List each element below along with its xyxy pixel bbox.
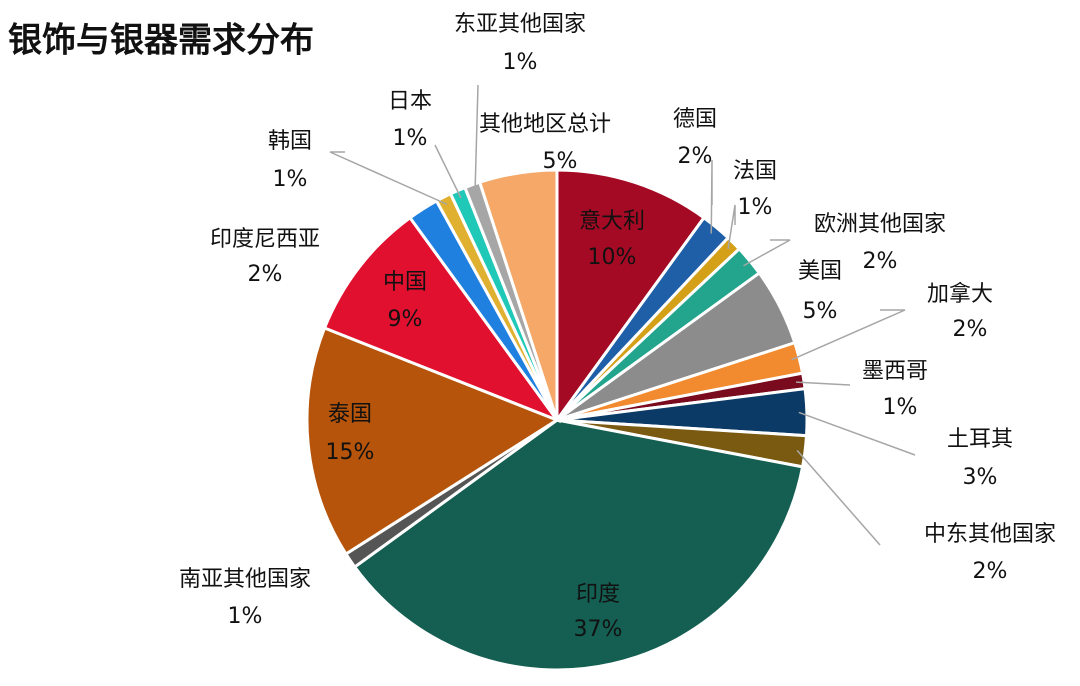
slice-label: 东亚其他国家 [454, 12, 586, 37]
value-label: 1% [503, 50, 538, 75]
value-label: 1% [738, 195, 773, 220]
value-label: 5% [543, 149, 578, 174]
value-label: 2% [248, 262, 283, 287]
slice-label: 韩国 [268, 129, 312, 154]
leader-line [727, 204, 736, 249]
leader-line [796, 449, 881, 546]
value-label: 1% [393, 126, 428, 151]
leader-line [474, 84, 479, 193]
leader-line [434, 144, 462, 199]
slice-label: 印度 [576, 582, 620, 607]
slice-label: 墨西哥 [862, 359, 928, 384]
slice-label: 德国 [673, 107, 717, 132]
chart-title: 银饰与银器需求分布 [8, 21, 314, 61]
value-label: 3% [963, 465, 998, 490]
leader-line [791, 309, 906, 361]
pie-slice [555, 168, 707, 425]
value-label: 10% [588, 245, 637, 270]
slice-label: 泰国 [328, 402, 372, 427]
value-label: 1% [273, 167, 308, 192]
pie-slice [322, 215, 562, 424]
leader-line [798, 411, 916, 456]
slice-label: 印度尼西亚 [210, 227, 320, 252]
value-label: 37% [574, 617, 623, 642]
value-label: 2% [953, 317, 988, 342]
leader-line [795, 381, 851, 386]
pie-slice [352, 418, 805, 672]
slice-label: 其他地区总计 [479, 112, 611, 137]
value-label: 2% [973, 559, 1008, 584]
slice-label: 意大利 [579, 209, 645, 234]
slice-label: 中东其他国家 [924, 522, 1056, 547]
value-label: 15% [326, 440, 375, 465]
leader-line [710, 159, 713, 234]
slice-label: 南亚其他国家 [179, 567, 311, 592]
leader-line [329, 151, 448, 206]
slice-label: 法国 [733, 159, 777, 184]
pie-slice [305, 326, 561, 557]
value-label: 2% [863, 249, 898, 274]
slice-label: 日本 [388, 89, 432, 114]
value-label: 9% [388, 307, 423, 332]
slice-label: 土耳其 [947, 427, 1013, 452]
slice-label: 欧洲其他国家 [814, 212, 946, 237]
leader-line [743, 239, 791, 267]
value-label: 2% [678, 144, 713, 169]
value-label: 1% [883, 395, 918, 420]
slice-label: 加拿大 [927, 281, 993, 307]
slice-label: 美国 [798, 259, 842, 284]
slice-label: 中国 [383, 270, 427, 295]
pie-slice [477, 168, 559, 421]
value-label: 1% [228, 604, 263, 629]
value-label: 5% [803, 299, 838, 324]
